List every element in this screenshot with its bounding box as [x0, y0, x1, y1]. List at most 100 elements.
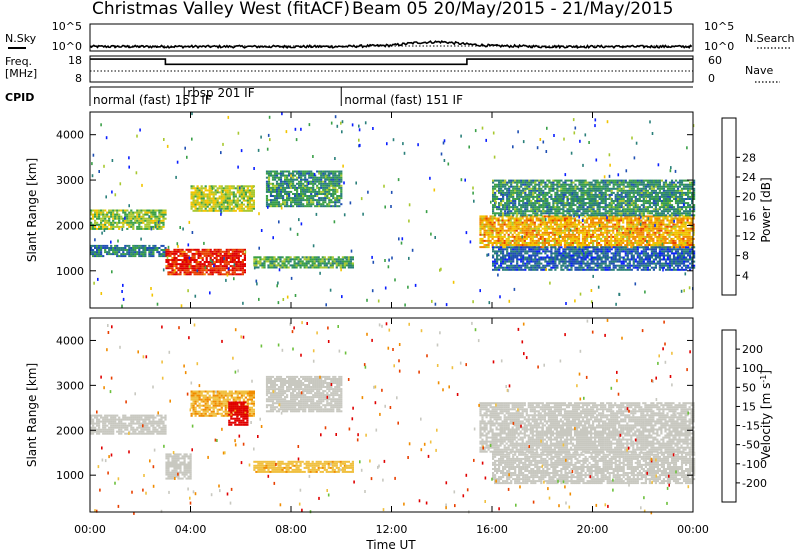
- data-cell: [200, 197, 203, 200]
- data-cell: [284, 186, 287, 189]
- data-cell: [150, 253, 153, 256]
- data-cell: [540, 214, 543, 217]
- data-cell: [662, 210, 665, 213]
- data-cell: [201, 269, 204, 272]
- data-cell: [96, 211, 99, 214]
- data-cell: [547, 233, 550, 236]
- data-cell: [512, 193, 515, 196]
- data-cell: [664, 189, 668, 192]
- data-cell: [171, 259, 174, 261]
- data-cell: [676, 189, 680, 192]
- data-cell: [684, 244, 687, 246]
- data-cell: [144, 211, 147, 214]
- data-cell: [640, 200, 643, 202]
- data-cell: [568, 189, 571, 192]
- data-cell: [286, 197, 289, 200]
- data-cell: [598, 244, 601, 246]
- data-cell: [289, 256, 292, 259]
- data-cell: [588, 225, 591, 228]
- data-cell: [560, 183, 563, 186]
- data-cell: [687, 183, 690, 186]
- data-cell: [636, 235, 639, 238]
- data-cell: [167, 261, 170, 263]
- data-cell: [638, 229, 641, 232]
- data-cell: [616, 233, 619, 236]
- data-cell: [217, 265, 220, 268]
- data-cell: [656, 215, 659, 218]
- data-cell: [308, 176, 311, 179]
- data-cell: [200, 193, 203, 196]
- data-cell: [548, 181, 551, 184]
- data-cell: [323, 266, 326, 269]
- data-cell: [672, 183, 676, 186]
- data-cell: [152, 255, 155, 258]
- data-cell: [122, 251, 125, 254]
- data-cell: [616, 221, 619, 224]
- data-cell: [506, 187, 509, 190]
- data-cell: [652, 198, 655, 200]
- data-cell: [140, 244, 143, 247]
- data-cell: [242, 197, 245, 200]
- data-cell: [652, 237, 655, 240]
- data-cell: [100, 209, 103, 212]
- data-cell: [590, 185, 593, 188]
- data-cell: [479, 219, 482, 222]
- data-cell: [136, 213, 139, 216]
- data-cell: [612, 225, 615, 228]
- data-cell: [116, 225, 119, 228]
- data-cell: [341, 266, 344, 269]
- data-cell: [622, 191, 625, 194]
- data-cell: [664, 185, 668, 188]
- data-cell: [598, 221, 601, 224]
- data-cell: [205, 261, 208, 263]
- data-cell: [228, 201, 231, 204]
- data-cell: [489, 239, 492, 242]
- data-cell: [191, 248, 194, 251]
- data-cell: [562, 200, 565, 202]
- data-cell: [296, 178, 299, 181]
- data-cell: [638, 195, 641, 198]
- data-cell: [263, 264, 266, 267]
- data-cell: [336, 176, 339, 179]
- data-cell: [676, 244, 679, 246]
- data-cell: [324, 172, 327, 175]
- data-cell: [228, 185, 231, 188]
- data-cell: [138, 251, 141, 254]
- data-cell: [622, 202, 625, 205]
- data-cell: [632, 231, 635, 234]
- data-cell: [592, 231, 595, 234]
- data-cell: [547, 225, 550, 228]
- data-cell: [112, 225, 115, 228]
- data-cell: [500, 212, 503, 215]
- data-cell: [690, 235, 693, 238]
- data-cell: [495, 233, 498, 236]
- data-cell: [215, 259, 218, 261]
- data-cell: [646, 179, 649, 182]
- data-cell: [202, 199, 205, 202]
- data-cell: [211, 259, 214, 261]
- data-cell: [646, 206, 649, 209]
- data-cell: [512, 200, 515, 202]
- data-cell: [173, 248, 176, 251]
- data-cell: [328, 174, 331, 177]
- data-cell: [203, 261, 206, 263]
- data-cell: [330, 184, 333, 187]
- data-cell: [275, 197, 279, 200]
- data-cell: [632, 215, 635, 218]
- data-cell: [284, 180, 287, 183]
- data-cell: [600, 212, 603, 215]
- data-cell: [326, 190, 329, 193]
- data-cell: [198, 205, 201, 208]
- data-cell: [340, 172, 343, 175]
- data-cell: [612, 229, 615, 232]
- data-cell: [241, 248, 244, 251]
- data-cell: [542, 193, 545, 196]
- data-cell: [686, 221, 689, 224]
- data-cell: [571, 231, 575, 234]
- data-cell: [194, 187, 197, 190]
- data-cell: [212, 209, 215, 212]
- data-cell: [538, 202, 541, 205]
- data-cell: [565, 221, 569, 224]
- data-cell: [189, 261, 192, 263]
